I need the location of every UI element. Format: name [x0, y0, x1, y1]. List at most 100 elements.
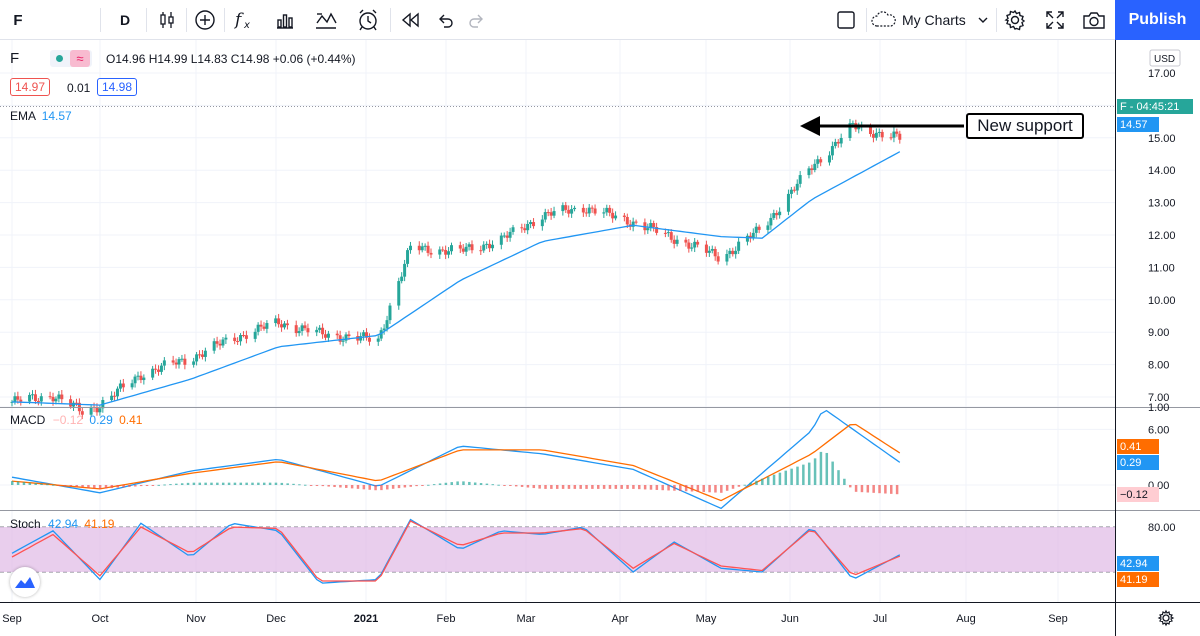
macd-legend[interactable]: MACD −0.12 0.29 0.41 — [10, 413, 142, 427]
macd-hist-bar — [514, 485, 518, 487]
undo-icon[interactable] — [432, 6, 460, 34]
macd-hist-bar — [831, 461, 834, 485]
chart-canvas[interactable]: 17.0016.0015.0014.0013.0012.0011.0010.00… — [0, 40, 1200, 636]
candle-body — [403, 263, 407, 277]
macd-hist-bar — [790, 468, 793, 485]
candle-body — [458, 245, 462, 249]
macd-hist-bar — [350, 485, 354, 489]
macd-hist-bar — [690, 485, 694, 492]
macd-hist-bar — [210, 482, 213, 485]
legend-symbol[interactable]: F — [10, 50, 20, 67]
candle-body — [326, 333, 330, 338]
candle-body — [546, 212, 550, 214]
macd-hist-bar — [245, 482, 248, 485]
candle-body — [365, 332, 369, 338]
candle-body — [461, 248, 465, 252]
macd-hist-bar — [643, 485, 647, 490]
candle-body — [485, 243, 489, 245]
macd-hist-bar — [450, 482, 453, 485]
candle-body — [857, 127, 861, 130]
candle-body — [848, 123, 852, 138]
macd-hist-bar — [415, 485, 418, 487]
candle-body — [757, 226, 761, 230]
symbol-search-button[interactable]: F — [13, 11, 23, 29]
price-tick-label: 10.00 — [1148, 295, 1176, 307]
candle-body — [889, 137, 893, 139]
candle-body — [438, 249, 442, 255]
macd-hist-bar — [57, 485, 61, 486]
candle-body — [567, 209, 571, 214]
layout-icon[interactable] — [832, 6, 860, 34]
alert-icon[interactable] — [352, 6, 384, 34]
macd-hist-bar — [98, 485, 102, 489]
gear-icon[interactable] — [1157, 609, 1175, 627]
candle-body — [898, 133, 902, 140]
macd-hist-bar — [538, 485, 541, 489]
stoch-legend[interactable]: Stoch 42.94 41.19 — [10, 517, 114, 531]
candle-body — [239, 335, 243, 342]
cloud-icon — [871, 11, 896, 27]
macd-line — [11, 409, 901, 510]
macd-signal-tag: 0.41 — [1120, 441, 1141, 453]
settings-icon[interactable] — [1000, 6, 1030, 34]
candle-body — [614, 215, 618, 219]
ema-legend[interactable]: EMA 14.57 — [10, 109, 72, 123]
my-charts-button[interactable]: My Charts — [870, 6, 994, 34]
market-status-badge[interactable]: ≈ — [50, 50, 92, 67]
candle-body — [80, 411, 84, 415]
price-tick-label: 8.00 — [1148, 360, 1169, 372]
macd-hist-bar — [339, 485, 342, 488]
macd-hist-bar — [591, 485, 594, 489]
candle-body — [573, 207, 577, 210]
candle-body — [737, 241, 741, 251]
candle-body — [241, 335, 245, 337]
macd-hist-bar — [257, 482, 260, 485]
currency-badge[interactable]: USD — [1149, 49, 1181, 67]
time-tick-label: Jul — [873, 613, 887, 625]
stoch-d-value: 41.19 — [84, 517, 115, 531]
macd-hist-bar — [843, 478, 846, 485]
redo-icon[interactable] — [462, 6, 490, 34]
replay-icon[interactable] — [394, 6, 426, 34]
candle-body — [839, 137, 843, 144]
compare-icon[interactable] — [310, 6, 342, 34]
candle-body — [180, 358, 184, 360]
templates-icon[interactable] — [270, 6, 300, 34]
candle-body — [221, 339, 225, 346]
bid-price-button[interactable]: 14.97 — [10, 78, 51, 96]
macd-hist-bar — [432, 484, 436, 486]
toolbar-separator — [146, 8, 147, 32]
candle-body — [344, 334, 348, 341]
candle-body — [174, 362, 178, 365]
macd-hist-bar — [134, 485, 137, 487]
candle-body — [549, 212, 553, 216]
macd-label: MACD — [10, 413, 46, 427]
candle-body — [69, 399, 73, 407]
ask-price-button[interactable]: 14.98 — [97, 78, 138, 96]
toolbar-separator — [100, 8, 101, 32]
candle-body — [297, 331, 301, 334]
candle-body — [118, 383, 122, 389]
candle-body — [895, 131, 899, 134]
candle-body — [611, 212, 615, 219]
fullscreen-icon[interactable] — [1040, 6, 1070, 34]
macd-hist-bar — [116, 485, 119, 488]
macd-hist-bar — [866, 485, 870, 493]
price-tags: F - 04:45:21 14.57 0.41 0.29 −0.12 42.94… — [1117, 99, 1193, 587]
camera-icon[interactable] — [1078, 6, 1110, 34]
candle-body — [813, 163, 817, 171]
macd-hist-bar — [649, 485, 653, 490]
macd-hist-bar — [128, 485, 131, 487]
macd-hist-bar — [11, 481, 14, 485]
add-compare-icon[interactable] — [190, 6, 220, 34]
candle-body — [306, 328, 310, 333]
new-support-annotation[interactable]: New support — [966, 113, 1084, 139]
publish-button[interactable]: Publish — [1115, 0, 1200, 40]
price-tick-label: 6.00 — [1148, 424, 1169, 436]
candles-icon[interactable] — [152, 6, 182, 34]
candle-body — [827, 155, 831, 163]
tradingview-logo-icon[interactable] — [10, 567, 40, 597]
candle-body — [142, 377, 146, 381]
interval-button[interactable]: D — [119, 12, 131, 28]
